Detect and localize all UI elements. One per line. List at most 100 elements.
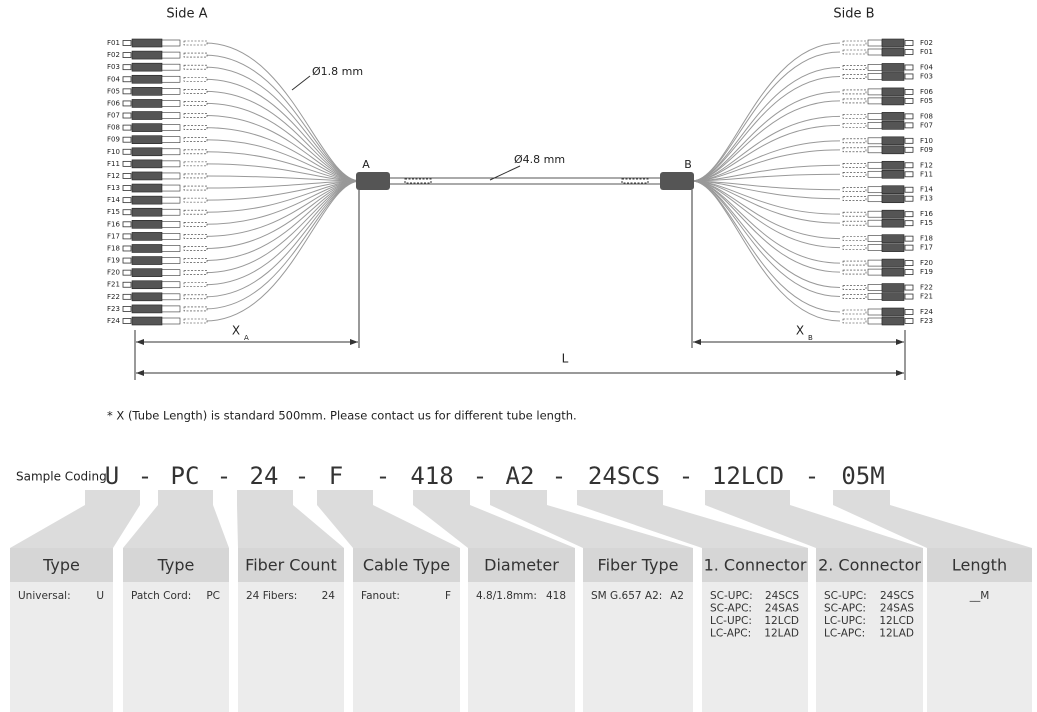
boot-rings bbox=[842, 89, 867, 95]
fiber bbox=[691, 173, 841, 182]
boot-rings bbox=[404, 178, 432, 184]
connector-body bbox=[881, 169, 905, 179]
connector-body bbox=[881, 87, 905, 97]
code-connector bbox=[705, 490, 923, 548]
column-title: 1. Connector bbox=[704, 556, 807, 575]
connector-body bbox=[881, 136, 905, 146]
connector-boot bbox=[161, 124, 181, 131]
fiber-label: F20 bbox=[920, 259, 933, 267]
boot-rings bbox=[842, 65, 867, 70]
fiber-label: F13 bbox=[920, 195, 933, 203]
connector-body bbox=[131, 304, 163, 314]
connector-tip bbox=[904, 171, 914, 178]
fiber-label: F03 bbox=[107, 63, 120, 71]
boot-rings bbox=[183, 113, 208, 118]
column-header bbox=[816, 548, 923, 582]
fiber-label: F01 bbox=[107, 39, 120, 47]
column-header bbox=[123, 548, 229, 582]
fiber-label: F11 bbox=[107, 160, 120, 168]
boot-rings bbox=[183, 125, 208, 130]
connector-boot bbox=[161, 281, 181, 289]
fiber bbox=[691, 180, 841, 298]
connector-tip bbox=[904, 284, 914, 291]
code-segment: A2 bbox=[506, 462, 535, 490]
code-connector bbox=[490, 490, 693, 548]
code-option: 24 bbox=[322, 590, 336, 602]
connector-boot bbox=[161, 184, 181, 192]
connector-tip bbox=[122, 281, 132, 288]
connector-boot bbox=[161, 51, 181, 59]
connector-tip bbox=[122, 209, 132, 216]
fiber-label: F15 bbox=[107, 208, 120, 216]
arrow bbox=[896, 370, 904, 376]
connector-boot bbox=[867, 308, 883, 316]
connector-boot bbox=[161, 317, 181, 325]
connector-boot bbox=[161, 160, 181, 168]
fiber-label: F18 bbox=[920, 235, 933, 243]
connector-body bbox=[131, 256, 163, 265]
fiber-label: F05 bbox=[107, 87, 120, 95]
connector-boot bbox=[867, 219, 883, 227]
boot-rings bbox=[842, 138, 867, 144]
connector-body bbox=[131, 159, 163, 169]
boot-rings bbox=[842, 123, 867, 128]
connector-boot bbox=[867, 210, 883, 218]
connector-body bbox=[881, 160, 905, 170]
note: * X (Tube Length) is standard 500mm. Ple… bbox=[107, 409, 577, 423]
boot-rings bbox=[842, 196, 867, 202]
fiber bbox=[691, 180, 841, 289]
fiber-label: F14 bbox=[107, 196, 120, 204]
connector-boot bbox=[161, 221, 181, 228]
boot-rings bbox=[183, 258, 208, 263]
fiber-label: F20 bbox=[107, 269, 120, 277]
connector-tip bbox=[122, 269, 132, 276]
code-option: PC bbox=[206, 590, 220, 602]
boot-rings bbox=[842, 245, 867, 250]
fiber-label: F10 bbox=[920, 137, 933, 145]
option-label: LC-UPC: bbox=[824, 615, 866, 627]
fiber-label: F17 bbox=[920, 244, 933, 252]
dimension-label: X bbox=[232, 324, 240, 338]
option-label: SC-UPC: bbox=[710, 590, 753, 602]
connector-boot bbox=[161, 269, 181, 276]
code-segment: PC bbox=[171, 462, 200, 490]
option-label: Universal: bbox=[18, 590, 71, 602]
boot-rings bbox=[842, 162, 867, 168]
fiber-label: F11 bbox=[920, 170, 933, 178]
connector-body bbox=[881, 47, 905, 57]
connector-tip bbox=[122, 136, 132, 143]
fiber-label: F09 bbox=[920, 146, 933, 154]
option-label: 24 Fibers: bbox=[246, 590, 297, 602]
boot-rings bbox=[842, 260, 867, 266]
fiber-label: F06 bbox=[920, 88, 933, 96]
connector-tip bbox=[122, 245, 132, 252]
fiber-label: F19 bbox=[107, 257, 120, 265]
fiber-label: F13 bbox=[107, 184, 120, 192]
connector-boot bbox=[161, 100, 181, 107]
connector-body bbox=[881, 243, 905, 252]
code-segment: F bbox=[329, 462, 343, 490]
connector-body bbox=[131, 99, 163, 108]
code-segment: 05M bbox=[841, 462, 884, 490]
connector-tip bbox=[122, 88, 132, 95]
option-label: SM G.657 A2: bbox=[591, 590, 662, 602]
connector-boot bbox=[867, 170, 883, 178]
connector-body bbox=[881, 218, 905, 228]
fiber bbox=[204, 90, 361, 182]
boot-rings bbox=[842, 294, 867, 299]
connector-body bbox=[131, 244, 163, 253]
column-title: Fiber Count bbox=[245, 556, 337, 575]
fiber bbox=[691, 66, 841, 182]
column-header bbox=[583, 548, 693, 582]
code-option: 12LAD bbox=[764, 628, 799, 640]
drawing: F01F02F03F04F05F06F07F08F09F10F11F12F13F… bbox=[10, 38, 1032, 712]
connector-boot bbox=[867, 317, 883, 325]
connector-body bbox=[131, 50, 163, 60]
arrow bbox=[693, 339, 701, 345]
boot-rings bbox=[183, 294, 208, 300]
connector-tip bbox=[122, 185, 132, 191]
connector-body bbox=[881, 316, 905, 326]
connector-boot bbox=[867, 161, 883, 169]
connector-boot bbox=[867, 284, 883, 291]
